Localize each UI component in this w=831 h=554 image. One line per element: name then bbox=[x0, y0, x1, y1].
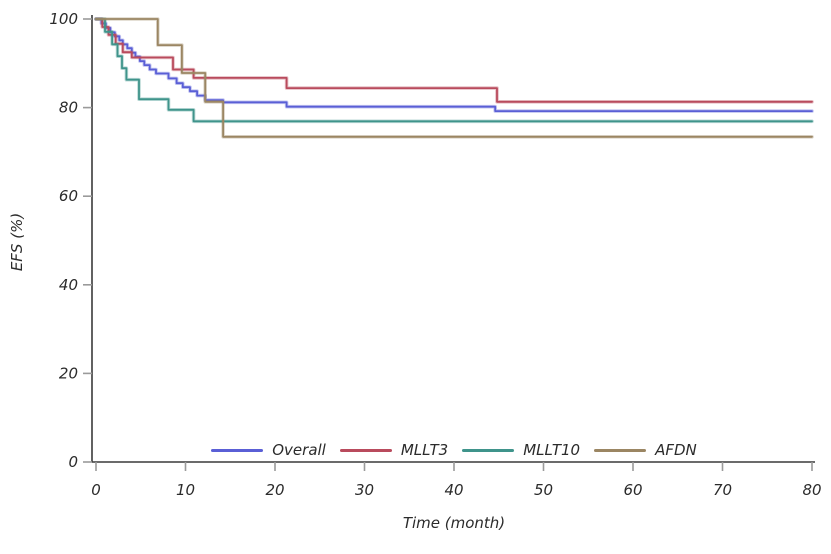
x-axis-label: Time (month) bbox=[403, 514, 505, 532]
y-tick-label: 100 bbox=[49, 10, 78, 28]
x-tick-label: 0 bbox=[91, 481, 101, 499]
x-tick-label: 50 bbox=[534, 481, 553, 499]
series-line-mllt3 bbox=[95, 18, 813, 103]
x-tick-label: 10 bbox=[176, 481, 195, 499]
x-tick-label: 20 bbox=[265, 481, 284, 499]
y-tick-label: 0 bbox=[68, 453, 78, 471]
x-tick-label: 70 bbox=[713, 481, 732, 499]
x-tick-label: 40 bbox=[444, 481, 463, 499]
y-tick-label: 20 bbox=[59, 364, 78, 382]
y-tick-label: 40 bbox=[59, 276, 78, 294]
y-tick-label: 60 bbox=[59, 187, 78, 205]
series-line-afdn bbox=[95, 18, 813, 138]
y-axis-label: EFS (%) bbox=[8, 213, 26, 271]
series-halo-afdn bbox=[94, 17, 814, 139]
y-tick-label: 80 bbox=[59, 99, 78, 117]
series-line-mllt10 bbox=[95, 18, 813, 123]
x-tick-label: 30 bbox=[355, 481, 374, 499]
x-tick-label: 60 bbox=[623, 481, 642, 499]
x-tick-label: 80 bbox=[802, 481, 821, 499]
